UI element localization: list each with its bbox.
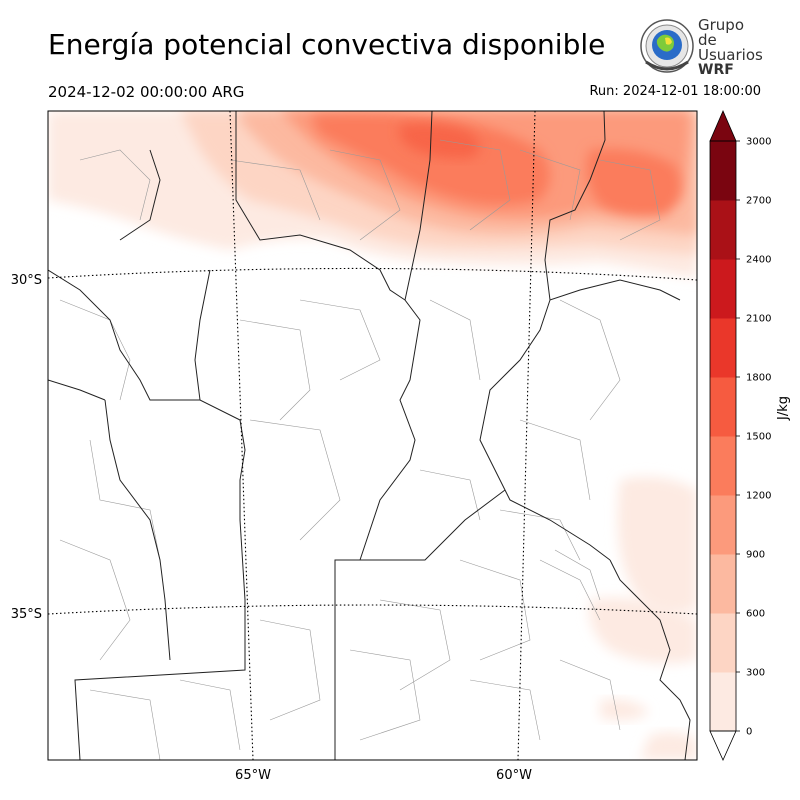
coastline xyxy=(609,559,691,760)
lat-label-30s: 30°S xyxy=(11,273,42,288)
colorbar-tick-label: 2400 xyxy=(746,255,771,266)
wrf-logo: Grupo de Usuarios WRF xyxy=(640,16,763,78)
colorbar-segment xyxy=(710,318,736,378)
logo-line-2: Usuarios xyxy=(698,46,763,64)
province-borders xyxy=(48,111,681,760)
colorbar-tick-label: 300 xyxy=(746,668,765,679)
colorbar-extend-min xyxy=(709,730,737,761)
meridian-65w xyxy=(229,111,254,760)
lon-label-60w: 60°W xyxy=(496,768,532,783)
lon-label-65w: 65°W xyxy=(235,768,271,783)
colorbar-segment xyxy=(710,554,736,614)
colorbar-tick-label: 900 xyxy=(746,550,765,561)
parallel-30s xyxy=(48,267,697,281)
page-title: Energía potencial convectiva disponible xyxy=(48,28,606,61)
colorbar-segment xyxy=(710,377,736,437)
cape-patch-se-4 xyxy=(640,732,697,760)
colorbar: 0 300 600 900 1200 1500 1800 2100 2400 2700 3000 xyxy=(709,109,771,761)
colorbar-extend-max xyxy=(709,109,737,142)
colorbar-tick-label: 2700 xyxy=(746,196,771,207)
colorbar-segment xyxy=(710,672,736,732)
cape-band-1200-1500-east xyxy=(586,149,681,217)
colorbar-label: J/kg xyxy=(776,396,791,420)
globe-seal-icon xyxy=(640,19,694,73)
logo-line-1: Grupo de xyxy=(698,16,744,49)
colorbar-segment xyxy=(710,141,736,201)
cape-patch-se-3 xyxy=(600,698,650,721)
colorbar-tick-label: 0 xyxy=(746,727,752,738)
colorbar-segment xyxy=(710,436,736,496)
colorbar-segment xyxy=(710,200,736,260)
colorbar-tick-label: 2100 xyxy=(746,314,771,325)
colorbar-tick-label: 1500 xyxy=(746,432,771,443)
map-frame xyxy=(47,110,698,761)
cape-patch-se-2 xyxy=(589,597,697,664)
colorbar-tick-label: 1200 xyxy=(746,491,771,502)
department-borders xyxy=(59,139,661,760)
meridian-60w xyxy=(517,111,536,760)
lat-label-35s: 35°S xyxy=(11,607,42,622)
cape-band-1500-1800 xyxy=(399,123,480,159)
parallel-35s xyxy=(48,604,697,615)
colorbar-segment xyxy=(710,613,736,673)
colorbar-tick-label: 1800 xyxy=(746,373,771,384)
graticule xyxy=(48,111,697,760)
colorbar-tick-label: 3000 xyxy=(746,137,771,148)
run-time: Run: 2024-12-01 18:00:00 xyxy=(589,84,761,99)
colorbar-segment xyxy=(710,259,736,319)
valid-time: 2024-12-02 00:00:00 ARG xyxy=(48,83,245,101)
cape-shading xyxy=(48,111,697,760)
cape-patch-se-1 xyxy=(617,476,697,614)
logo-line-3: WRF xyxy=(698,62,734,78)
colorbar-segment xyxy=(710,495,736,555)
colorbar-tick-label: 600 xyxy=(746,609,765,620)
